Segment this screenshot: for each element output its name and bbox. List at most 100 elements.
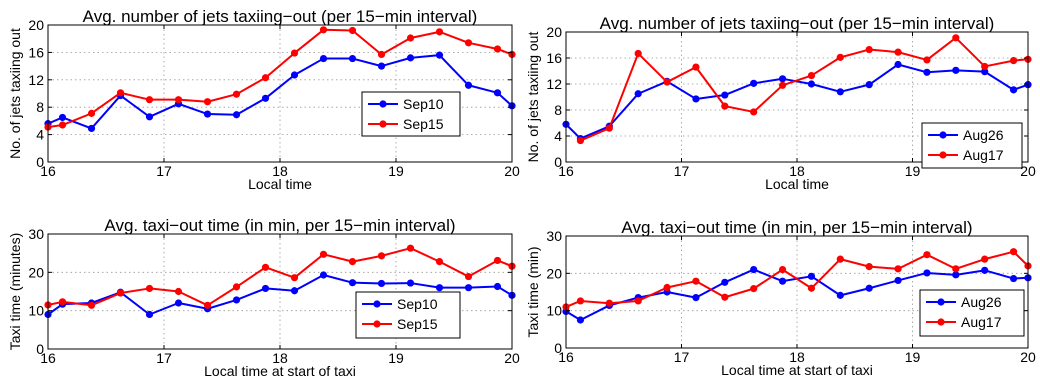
data-point: [865, 284, 873, 292]
data-point: [576, 297, 585, 305]
data-point: [836, 291, 844, 299]
legend-label: Aug17: [961, 314, 1002, 330]
y-tick-label: 4: [554, 128, 562, 144]
data-point: [750, 285, 758, 293]
data-point: [87, 124, 96, 133]
data-point: [576, 316, 585, 324]
x-tick-label: 18: [789, 163, 805, 179]
legend-marker: [939, 151, 947, 159]
y-tick-label: 10: [28, 303, 44, 319]
chart-1: 16 17 18 19 20 0 4 8 12 16 20 Avg. number of jets t…: [7, 7, 520, 192]
y-tick-label: 0: [36, 341, 44, 357]
series-line: [47, 247, 513, 307]
chart-title: Avg. taxi−out time (in min, per 15−min i…: [104, 216, 455, 235]
chart-4: 16 17 18 19 20 0 10 20 30 Avg. taxi−out time (in …: [525, 218, 1036, 378]
data-point: [377, 279, 386, 288]
data-point: [377, 62, 386, 70]
data-point: [721, 278, 729, 286]
y-tick-label: 4: [36, 127, 44, 143]
data-point: [1009, 274, 1018, 283]
data-point: [377, 50, 386, 59]
data-point: [923, 56, 931, 64]
y-axis-label: Taxi time (minutes): [7, 233, 23, 350]
data-point: [807, 272, 816, 280]
x-tick-label: 18: [272, 350, 288, 366]
legend-marker: [937, 298, 945, 306]
data-point: [836, 53, 844, 61]
data-point: [406, 34, 415, 42]
data-point: [663, 283, 671, 292]
y-axis-label: No. of jets taxiing out: [525, 32, 541, 163]
x-tick-label: 20: [504, 163, 520, 179]
data-point: [692, 294, 700, 302]
data-point: [406, 244, 415, 252]
data-point: [807, 284, 816, 292]
data-point: [319, 26, 328, 34]
x-tick-label: 16: [558, 349, 574, 365]
data-point: [605, 124, 613, 132]
data-point: [348, 54, 357, 63]
y-tick-label: 20: [546, 24, 562, 40]
data-point: [894, 265, 902, 273]
data-point: [87, 301, 96, 309]
data-point: [435, 28, 444, 36]
series-line: [565, 250, 1029, 308]
data-point: [692, 95, 700, 103]
data-point: [493, 282, 502, 291]
data-point: [750, 266, 758, 274]
y-tick-label: 20: [28, 17, 44, 33]
data-point: [319, 250, 328, 258]
legend-label: Aug26: [961, 294, 1002, 310]
data-point: [116, 89, 125, 97]
legend-marker: [379, 100, 387, 108]
legend: Aug26 Aug17: [921, 122, 1023, 169]
x-tick-label: 16: [40, 163, 56, 179]
x-axis-label: Local time at start of taxi: [204, 363, 356, 379]
data-point: [663, 78, 671, 86]
data-point: [174, 299, 183, 307]
data-point: [865, 81, 873, 89]
data-point: [406, 279, 415, 287]
data-point: [406, 54, 415, 62]
data-point: [145, 284, 154, 293]
data-point: [232, 111, 241, 119]
data-point: [464, 81, 473, 89]
data-point: [807, 71, 816, 80]
legend: Sep10 Sep15: [355, 291, 461, 339]
series-line: [47, 28, 513, 129]
legend-label: Sep10: [397, 296, 438, 312]
x-tick-label: 18: [789, 349, 805, 365]
legend: Aug26 Aug17: [919, 289, 1025, 337]
data-point: [981, 266, 989, 274]
series-Sep15: [44, 26, 516, 131]
legend-label: Sep15: [403, 116, 444, 132]
data-point: [116, 289, 125, 297]
data-point: [778, 266, 787, 274]
legend-label: Aug26: [963, 127, 1004, 143]
x-tick-label: 20: [1020, 349, 1036, 365]
data-point: [865, 45, 873, 54]
x-tick-label: 16: [40, 350, 56, 366]
data-point: [923, 68, 931, 76]
data-point: [290, 49, 299, 57]
y-tick-label: 12: [28, 72, 44, 88]
data-point: [261, 263, 270, 271]
data-point: [952, 265, 960, 273]
legend-label: Sep15: [397, 316, 438, 332]
data-point: [232, 90, 241, 98]
data-point: [778, 75, 787, 83]
x-tick-label: 18: [272, 163, 288, 179]
data-point: [493, 89, 502, 97]
data-point: [493, 45, 502, 53]
data-point: [319, 271, 328, 279]
data-point: [634, 90, 642, 98]
data-point: [981, 62, 989, 71]
data-point: [634, 297, 642, 305]
data-point: [981, 255, 989, 263]
data-point: [894, 48, 902, 56]
y-tick-label: 0: [554, 154, 562, 170]
x-tick-label: 17: [156, 163, 172, 179]
data-point: [348, 258, 357, 266]
data-point: [58, 113, 67, 122]
